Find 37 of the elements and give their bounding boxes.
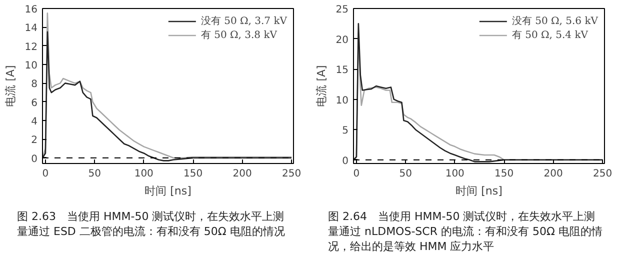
x-tick-label: 50 <box>88 168 102 180</box>
y-tick-label: 4 <box>31 116 38 128</box>
legend-label: 没有 50 Ω, 5.6 kV <box>512 15 598 28</box>
x-tick-label: 150 <box>184 168 203 180</box>
x-tick-label: 0 <box>353 168 360 180</box>
caption: 图 2.64 当使用 HMM-50 测试仪时，在失效水平上测量通过 nLDMOS-SCR 的电流：有和没有 50Ω 电阻的情况，给出的是等效 HMM 应力水平 <box>328 209 604 254</box>
x-tick-label: 250 <box>592 168 612 180</box>
x-tick-label: 150 <box>494 168 514 180</box>
x-tick-label: 100 <box>134 168 154 180</box>
caption: 图 2.63 当使用 HMM-50 测试仪时，在失效水平上测量通过 ESD 二极管的电流：有和没有 50Ω 电阻的情况 <box>17 209 286 239</box>
y-tick-label: 0 <box>342 156 349 167</box>
x-tick-label: 100 <box>445 168 464 180</box>
x-tick-label: 0 <box>42 168 49 180</box>
x-tick-label: 250 <box>282 168 302 180</box>
y-tick-label: 20 <box>336 34 349 46</box>
y-tick-label: 10 <box>336 95 349 106</box>
x-tick-label: 50 <box>399 168 412 180</box>
legend-label: 有 50 Ω, 3.8 kV <box>200 29 277 42</box>
y-tick-label: 16 <box>24 4 38 16</box>
y-axis-title: 电流 [A] <box>4 65 17 107</box>
y-tick-label: 15 <box>336 65 349 76</box>
y-tick-label: 2 <box>31 135 38 146</box>
x-tick-label: 200 <box>232 168 252 180</box>
y-tick-label: 25 <box>336 4 349 16</box>
y-tick-label: 14 <box>24 23 38 34</box>
x-axis-title: 时间 [ns] <box>456 184 502 198</box>
y-tick-label: 10 <box>24 60 38 72</box>
y-axis-title: 电流 [A] <box>314 65 328 107</box>
y-tick-label: 5 <box>342 126 349 137</box>
x-axis-title: 时间 [ns] <box>144 184 192 198</box>
y-tick-label: 8 <box>31 79 38 90</box>
y-tick-label: 12 <box>24 42 38 53</box>
y-tick-label: 6 <box>31 98 38 109</box>
legend-label: 没有 50 Ω, 3.7 kV <box>200 15 287 28</box>
y-tick-label: 0 <box>31 154 38 165</box>
legend-label: 有 50 Ω, 5.4 kV <box>512 29 588 42</box>
x-tick-label: 200 <box>544 168 563 180</box>
